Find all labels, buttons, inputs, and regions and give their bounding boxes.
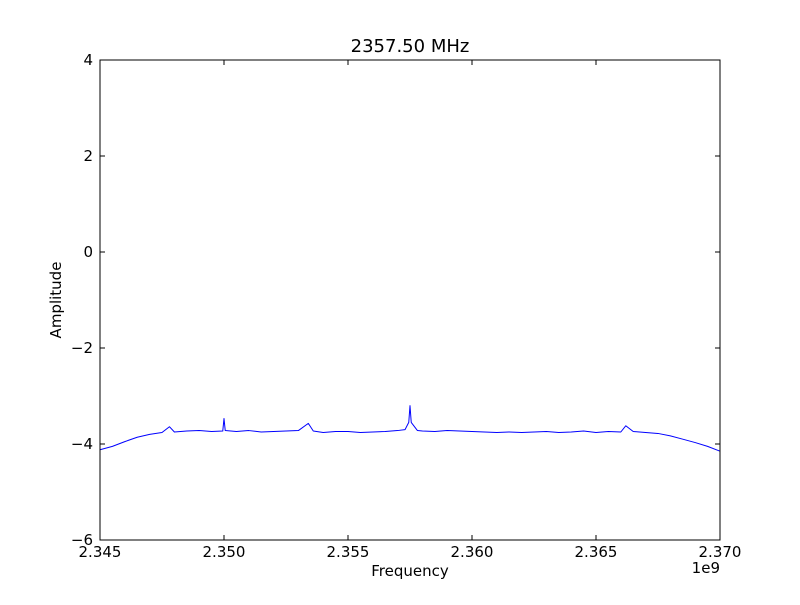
x-tick-label: 2.365 (575, 543, 618, 561)
x-axis-offset-label: 1e9 (692, 559, 720, 577)
plot-layer: 2.345 2.350 2.355 2.360 2.365 2.370 4 2 0 −2 −4 −6 (71, 51, 742, 561)
plot-frame (99, 59, 721, 541)
plot-area (100, 60, 720, 540)
y-axis-label: Amplitude (47, 262, 65, 339)
series-line-0 (99, 405, 721, 452)
x-tick-label: 2.345 (79, 543, 122, 561)
x-tick-label: 2.355 (327, 543, 370, 561)
x-tick-label: 2.350 (203, 543, 246, 561)
chart-title: 2357.50 MHz (351, 36, 470, 57)
y-tick-label: −4 (71, 435, 93, 453)
y-tick-label: 4 (83, 51, 93, 69)
y-tick-label: −6 (71, 531, 93, 549)
x-tick-label: 2.360 (451, 543, 494, 561)
y-tick-label: −2 (71, 339, 93, 357)
y-tick-label: 2 (83, 147, 93, 165)
y-tick-label: 0 (83, 243, 93, 261)
x-axis-label: Frequency (371, 562, 449, 580)
x-tick-label: 2.370 (699, 543, 742, 561)
